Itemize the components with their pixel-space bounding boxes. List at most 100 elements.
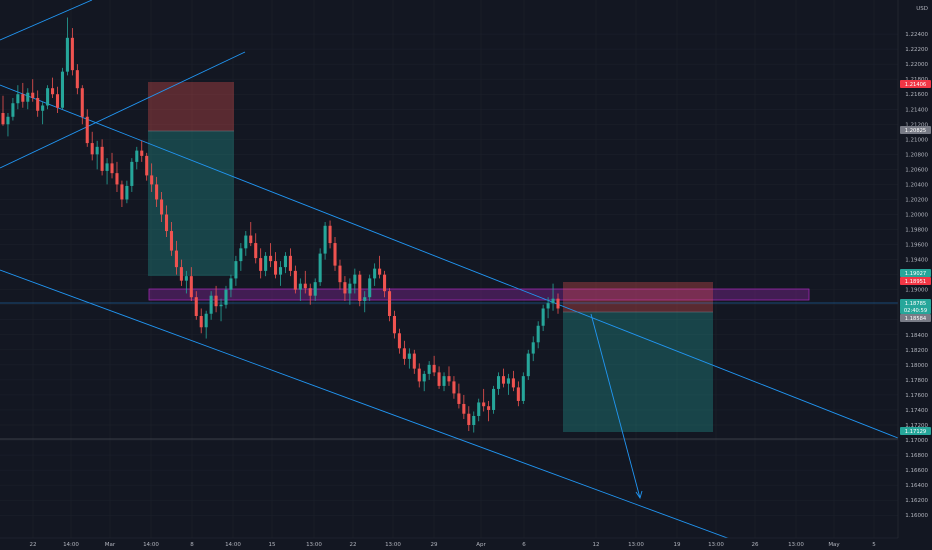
candle-body: [496, 376, 501, 389]
upper-channel-line[interactable]: [0, 0, 93, 41]
candle-body: [264, 255, 268, 271]
time-axis[interactable]: [0, 538, 932, 550]
y-tick-label: 1.16200: [905, 498, 928, 504]
candle-body: [353, 274, 357, 284]
candle-body: [229, 278, 233, 290]
lower-channel-line[interactable]: [0, 51, 246, 169]
candle-body: [402, 348, 406, 359]
projection-arrow[interactable]: [590, 313, 641, 499]
candle-body: [462, 403, 466, 414]
candle-body: [437, 372, 441, 386]
candle-body: [343, 282, 347, 294]
candle-body: [293, 270, 297, 290]
candle-body: [407, 353, 411, 359]
candle-body: [452, 381, 456, 394]
candle-body: [140, 150, 144, 156]
x-tick-label: 22: [30, 542, 37, 548]
candle-body: [536, 325, 540, 343]
candle-body: [457, 393, 461, 404]
arrow-head-icon: [635, 490, 643, 500]
x-tick-label: 26: [752, 542, 759, 548]
candle-body: [110, 163, 114, 174]
candle-body: [135, 150, 139, 162]
candle-body: [392, 315, 397, 334]
y-tick-label: 1.17000: [905, 438, 928, 444]
candle-body: [80, 88, 84, 117]
x-tick-label: 13:00: [628, 542, 644, 548]
candle-body: [11, 103, 15, 117]
descending-trendline-upper[interactable]: [0, 84, 899, 439]
candle-body: [269, 255, 273, 262]
y-tick-label: 1.17400: [905, 408, 928, 414]
candle-body: [323, 225, 327, 254]
candle-body: [348, 283, 352, 294]
short-stop-zone-2[interactable]: [563, 282, 713, 312]
candle-body: [313, 282, 317, 296]
candle-body: [26, 92, 30, 102]
candle-body: [447, 376, 451, 382]
candle-body: [412, 353, 416, 369]
x-tick-label: 13:00: [385, 542, 401, 548]
short-stop-zone-1[interactable]: [148, 82, 234, 131]
x-tick-label: 29: [431, 542, 438, 548]
y-tick-label: 1.21400: [905, 107, 928, 113]
y-tick-label: 1.20000: [905, 213, 928, 219]
x-tick-label: 22: [350, 542, 357, 548]
descending-trendline-lower[interactable]: [0, 269, 761, 550]
candle-body: [373, 268, 377, 279]
candle-body: [467, 413, 471, 426]
price-tag: [900, 80, 931, 88]
y-tick-label: 1.22000: [905, 62, 928, 68]
candle-body: [358, 274, 362, 301]
candle-body: [278, 267, 283, 275]
candle-body: [194, 297, 198, 316]
candle-body: [174, 250, 178, 268]
y-tick-label: 1.19600: [905, 243, 928, 249]
price-tag: [900, 314, 931, 322]
candle-body: [65, 37, 69, 72]
x-tick-label: 14:00: [63, 542, 79, 548]
y-tick-label: 1.18400: [905, 333, 928, 339]
candle-body: [492, 388, 496, 410]
y-tick-label: 1.16800: [905, 453, 928, 459]
candle-body: [51, 88, 55, 95]
candle-body: [189, 276, 193, 298]
price-tag-label: 1.17129: [905, 429, 926, 435]
x-tick-label: May: [828, 542, 840, 548]
y-tick-label: 1.19400: [905, 258, 928, 264]
candle-body: [298, 283, 302, 290]
candle-body: [511, 378, 515, 388]
candle-body: [482, 402, 486, 407]
candle-body: [546, 303, 550, 309]
candle-body: [16, 94, 20, 104]
y-tick-label: 1.16000: [905, 513, 928, 519]
y-tick-label: 1.22200: [905, 47, 928, 53]
x-tick-label: 8: [190, 542, 194, 548]
candle-body: [169, 231, 174, 251]
candle-body: [477, 402, 481, 416]
candle-body: [368, 278, 372, 298]
x-tick-label: 14:00: [143, 542, 159, 548]
y-tick-label: 1.19000: [905, 288, 928, 294]
candle-body: [155, 184, 159, 200]
candle-body: [224, 289, 228, 305]
y-tick-label: 1.18200: [905, 348, 928, 354]
candle-body: [432, 364, 436, 373]
candle-body: [303, 283, 307, 289]
candle-body: [283, 255, 287, 268]
x-tick-label: 13:00: [306, 542, 322, 548]
price-tag: [900, 269, 931, 277]
candle-body: [31, 92, 35, 98]
candle-body: [75, 70, 79, 89]
candle-body: [254, 243, 258, 259]
candle-body: [115, 173, 119, 185]
candle-body: [6, 116, 10, 125]
y-tick-label: 1.17200: [905, 423, 928, 429]
y-tick-label: 1.20400: [905, 182, 928, 188]
candle-body: [531, 342, 535, 354]
supply-demand-zone[interactable]: [148, 288, 810, 301]
candle-body: [95, 146, 99, 155]
short-target-zone-2[interactable]: [563, 312, 713, 432]
